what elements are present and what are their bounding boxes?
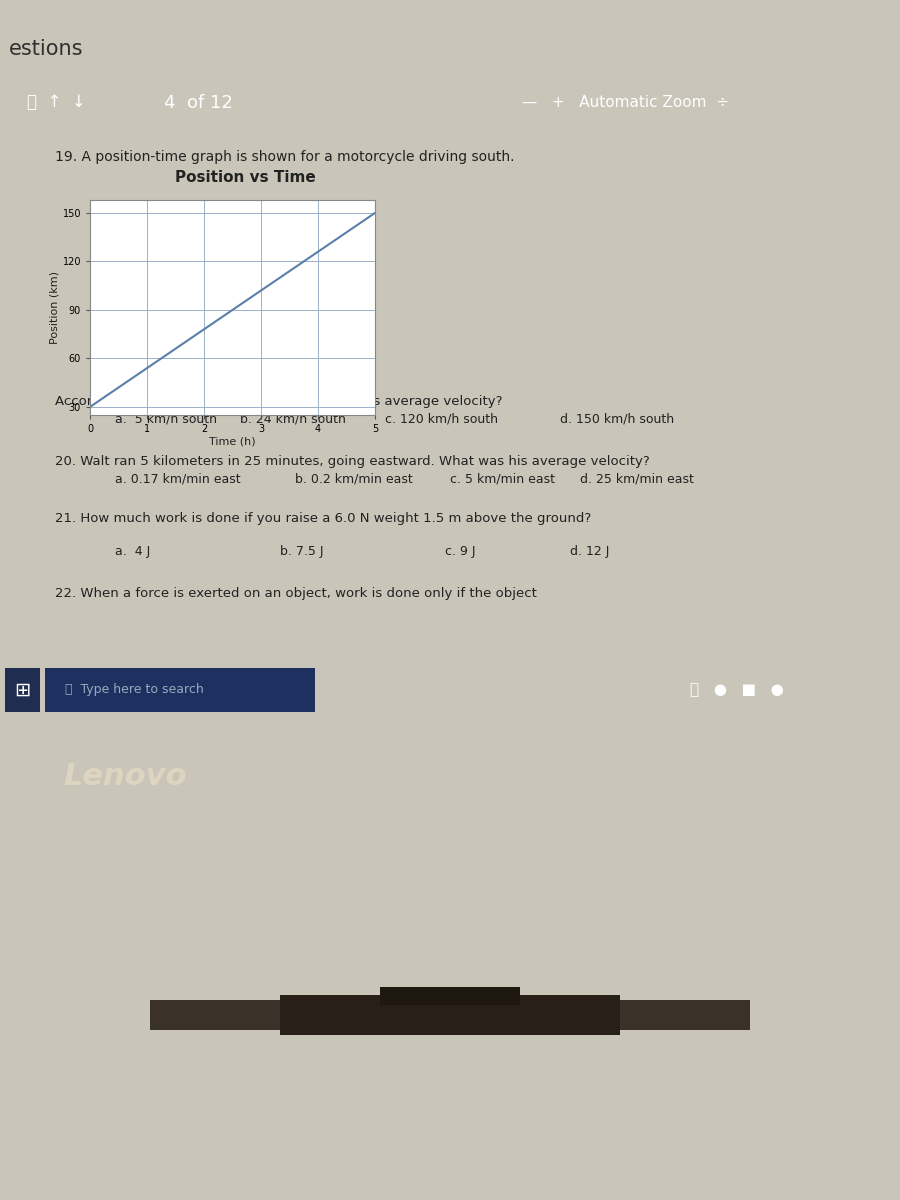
Text: ⌕  ↑  ↓: ⌕ ↑ ↓ (27, 94, 86, 112)
Text: b. 24 km/h south: b. 24 km/h south (240, 412, 346, 425)
Y-axis label: Position (km): Position (km) (50, 271, 59, 344)
Text: 19. A position-time graph is shown for a motorcycle driving south.: 19. A position-time graph is shown for a… (55, 150, 515, 164)
Text: b. 0.2 km/min east: b. 0.2 km/min east (295, 472, 413, 485)
Text: 22. When a force is exerted on an object, work is done only if the object: 22. When a force is exerted on an object… (55, 587, 537, 600)
Text: estions: estions (9, 38, 84, 59)
Bar (45, 668, 315, 712)
X-axis label: Time (h): Time (h) (209, 437, 256, 446)
Text: d. 25 km/min east: d. 25 km/min east (580, 472, 694, 485)
Text: b. 7.5 J: b. 7.5 J (280, 545, 323, 558)
Bar (150, 1000, 750, 1030)
Text: 20. Walt ran 5 kilometers in 25 minutes, going eastward. What was his average ve: 20. Walt ran 5 kilometers in 25 minutes,… (55, 455, 650, 468)
Bar (280, 995, 620, 1034)
Text: d. 12 J: d. 12 J (570, 545, 609, 558)
Text: —   +   Automatic Zoom  ÷: — + Automatic Zoom ÷ (522, 95, 729, 110)
Text: c. 5 km/min east: c. 5 km/min east (450, 472, 555, 485)
Text: 21. How much work is done if you raise a 6.0 N weight 1.5 m above the ground?: 21. How much work is done if you raise a… (55, 512, 591, 526)
Text: Position vs Time: Position vs Time (175, 170, 315, 185)
Text: 考   ●   ■   ●: 考 ● ■ ● (690, 683, 784, 697)
Text: a.  5 km/h south: a. 5 km/h south (115, 412, 217, 425)
Text: ⌕  Type here to search: ⌕ Type here to search (65, 684, 203, 696)
Bar (5, 668, 40, 712)
Text: 4  of 12: 4 of 12 (164, 94, 232, 112)
Text: ⊞: ⊞ (14, 680, 31, 700)
Text: a. 0.17 km/min east: a. 0.17 km/min east (115, 472, 240, 485)
Text: c. 9 J: c. 9 J (445, 545, 475, 558)
Bar (380, 986, 520, 1006)
Text: Lenovo: Lenovo (63, 762, 186, 791)
Text: d. 150 km/h south: d. 150 km/h south (560, 412, 674, 425)
Text: a.  4 J: a. 4 J (115, 545, 150, 558)
Text: c. 120 km/h south: c. 120 km/h south (385, 412, 498, 425)
Text: According to the graph, what is the motorcycle’s average velocity?: According to the graph, what is the moto… (55, 395, 502, 408)
